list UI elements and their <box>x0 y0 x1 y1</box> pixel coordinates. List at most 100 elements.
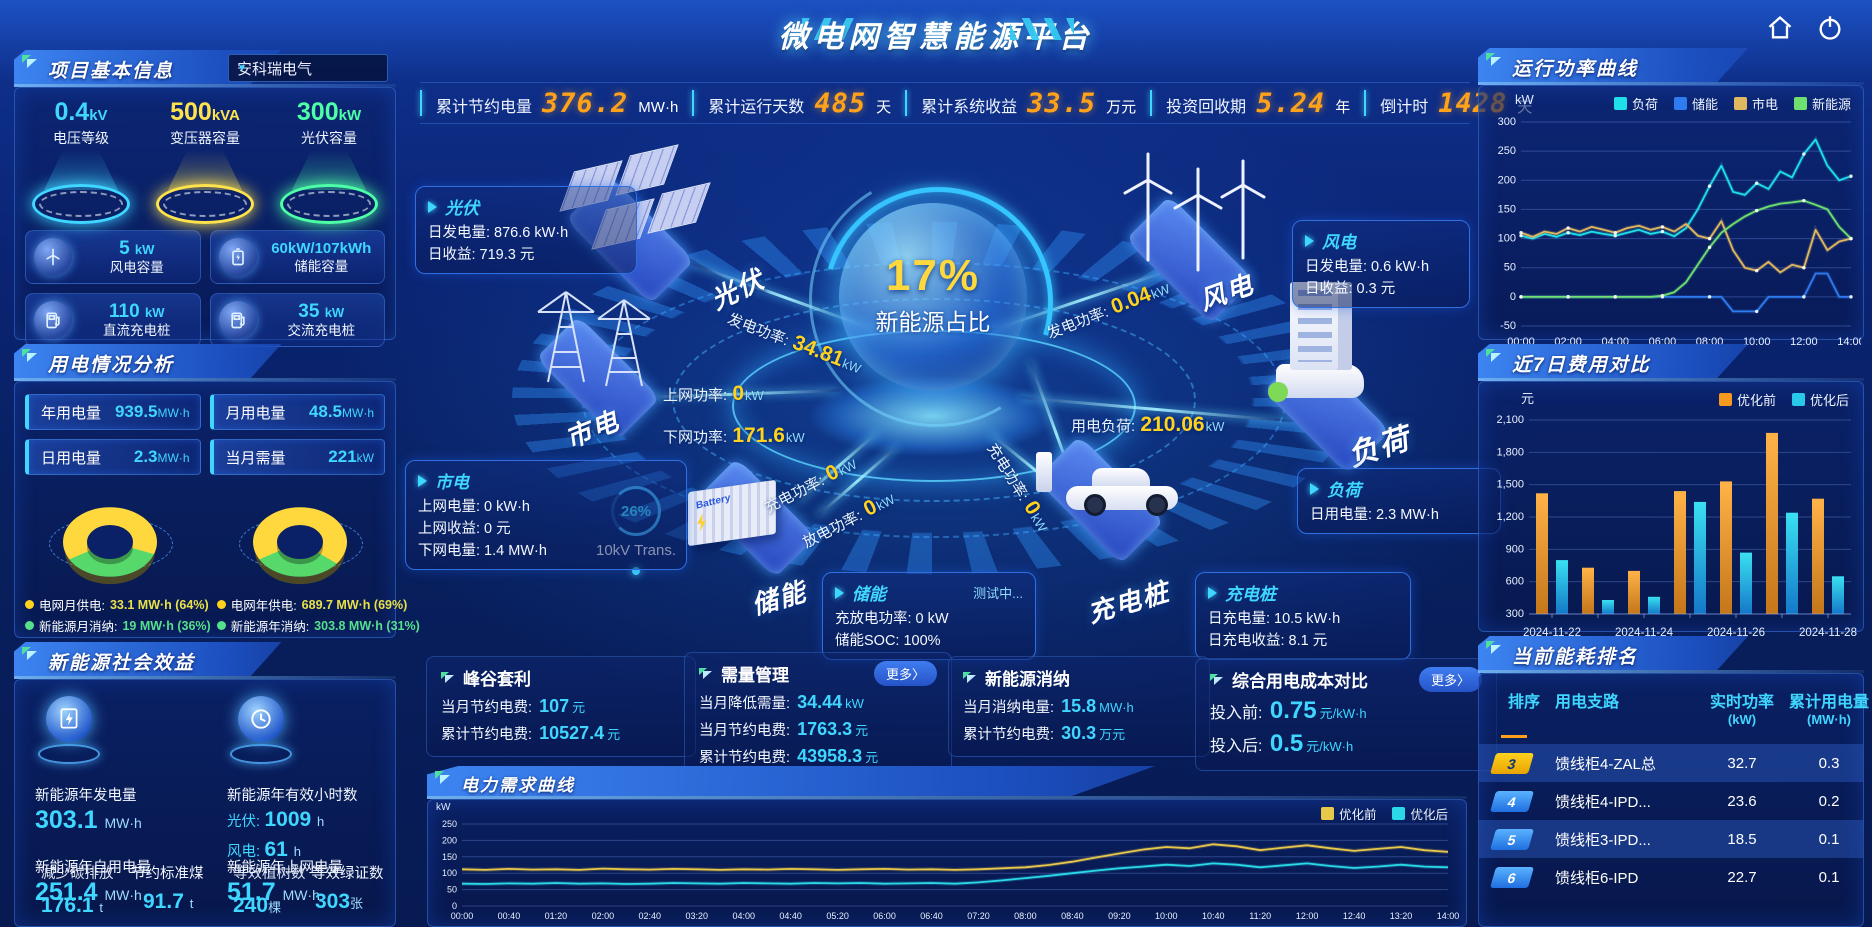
panel-corner-icon <box>435 771 453 786</box>
company-select-value: 安科瑞电气 <box>237 60 313 78</box>
kpi-separator <box>1364 90 1367 116</box>
ranking-row[interactable]: 4 馈线柜4-IPD... 23.6 0.2 <box>1479 782 1863 820</box>
kpi-separator <box>692 90 695 116</box>
ranking-indicator-dash <box>1501 735 1527 738</box>
ranking-row[interactable]: 5 馈线柜3-IPD... 18.5 0.1 <box>1479 820 1863 858</box>
ranking-row[interactable]: 6 馈线柜6-IPD 22.7 0.1 <box>1479 858 1863 896</box>
ranking-column-header: 累计用电量 (MW·h) <box>1788 694 1869 727</box>
to-grid-label: 新能源年上网电量 <box>227 860 343 876</box>
panel-corner-icon <box>22 647 40 662</box>
panel-demand-curve: 电力需求曲线 优化前 优化后 kW 250 200 150 100 50 0 00:00 00:… <box>427 766 1467 927</box>
branch-name: 馈线柜4-ZAL总 <box>1555 755 1656 773</box>
card-corner-icon <box>699 667 713 680</box>
kpi-separator <box>1150 90 1153 116</box>
card-row: 日收益: 0.3 元 <box>1305 281 1396 297</box>
storage-status: 测试中... <box>973 586 1023 601</box>
card-row: 储能SOC: 100% <box>835 633 941 649</box>
battery-container-icon: Battery <box>688 479 776 547</box>
panel-corner-icon <box>22 55 40 70</box>
bottom-stat-card: 新能源消纳 当月消纳电量: 15.8 MW·h 累计节约电费: 30.3 万元 <box>948 656 1210 757</box>
grid-info-card: 市电 上网电量: 0 kW·h 上网收益: 0 元下网电量: 1.4 MW·h <box>405 460 687 570</box>
usage-chip: 日用电量 2.3MW·h <box>25 439 201 475</box>
panel-usage-analysis: 用电情况分析 年用电量 939.5MW·h 月用电量 48.5MW·h 日用电量 2.3M… <box>14 344 420 638</box>
glow-ring <box>32 184 130 224</box>
chevron-down-icon: ▼ <box>237 62 247 74</box>
svg-text:0: 0 <box>1510 291 1516 303</box>
legend-item[interactable]: 负荷 <box>1613 94 1658 113</box>
legend-item[interactable]: 市电 <box>1733 94 1778 113</box>
carbon-label: 减少碳排放 <box>41 866 114 882</box>
demand-chart: 250 200 150 100 50 0 00:00 00:40 01:20 02:00 02:40… <box>432 818 1460 927</box>
realtime-power: 23.6 <box>1727 792 1757 810</box>
card-row: 日发电量: 876.6 kW·h <box>428 225 569 241</box>
certs-label: 等效绿证数 <box>311 866 384 882</box>
legend-item[interactable]: 新能源 <box>1793 94 1851 113</box>
certs-value: 303张 <box>315 890 364 913</box>
pv-hours: 光伏: 1009 h <box>227 808 325 831</box>
more-button[interactable]: 更多〉 <box>1418 667 1482 692</box>
svg-text:04:00: 04:00 <box>732 911 755 921</box>
legend-item[interactable]: 优化前 <box>1718 390 1776 409</box>
more-button[interactable]: 更多〉 <box>873 661 937 686</box>
svg-text:250: 250 <box>1498 145 1516 157</box>
kpi-separator <box>905 90 908 116</box>
power-chart: 300 250 200 150 100 50 0 -50 00:00 02:00 04:00 06:0… <box>1481 112 1865 353</box>
card-row: 充放电功率: 0 kW <box>835 611 949 627</box>
stat-row: 当月节约电费: 1763.3 元 <box>699 719 869 739</box>
ranking-row[interactable]: 3 馈线柜4-ZAL总 32.7 0.3 <box>1479 744 1863 782</box>
rank-badge: 4 <box>1489 790 1535 812</box>
cost-legend: 优化前 优化后 <box>1718 390 1849 409</box>
bottom-card-title: 新能源消纳 <box>985 670 1070 689</box>
donut-legend-item: 新能源年消纳: 303.8 MW·h (31%) <box>216 616 420 635</box>
cost-y-axis-unit: 元 <box>1521 391 1535 406</box>
carbon-value: 176.1 t <box>41 894 104 917</box>
power-icon[interactable] <box>1816 14 1844 47</box>
svg-text:200: 200 <box>1498 174 1516 186</box>
legend-item[interactable]: 优化后 <box>1392 804 1448 823</box>
arrow-right-icon <box>428 200 437 213</box>
panel-corner-icon <box>22 349 40 364</box>
bottom-stat-card: 需量管理 更多〉 当月降低需量: 34.44 kW 当月节约电费: 1763.3 元累计节… <box>684 652 952 780</box>
donut-legend-item: 电网月供电: 33.1 MW·h (64%) <box>25 595 211 614</box>
arrow-right-icon <box>1310 482 1319 495</box>
self-use-value: 251.4 MW·h <box>35 878 142 906</box>
legend-item[interactable]: 优化前 <box>1320 804 1376 823</box>
panel-power-curve-title: 运行功率曲线 <box>1512 59 1639 80</box>
svg-text:600: 600 <box>1506 576 1524 588</box>
panel-cost-compare: 近7日费用对比 元 优化前 优化后 2,100 1,800 1,500 1,200 900… <box>1478 344 1864 639</box>
panel-demand-title: 电力需求曲线 <box>461 776 575 795</box>
rank-badge: 6 <box>1489 866 1535 888</box>
capacity-card: 35 kW 交流充电桩 <box>209 293 385 347</box>
svg-text:1,500: 1,500 <box>1496 479 1524 491</box>
capacity-spotlight: 300kW 光伏容量 <box>270 98 388 224</box>
panel-cost-title: 近7日费用对比 <box>1512 355 1651 376</box>
ranking-table-rows: 3 馈线柜4-ZAL总 32.7 0.3 4 馈线柜4-IPD... 23.6 0… <box>1479 744 1863 896</box>
capacity-cards: 5 kW 风电容量 60kW/107kWh 储能容量 110 kW 直流充电桩 35 … <box>15 220 395 347</box>
svg-text:05:20: 05:20 <box>826 911 849 921</box>
svg-text:10:00: 10:00 <box>1155 911 1178 921</box>
total-energy: 0.1 <box>1818 868 1840 886</box>
svg-text:300: 300 <box>1498 116 1516 128</box>
legend-item[interactable]: 优化后 <box>1791 390 1849 409</box>
company-select[interactable]: 安科瑞电气 ▼ <box>228 54 388 82</box>
panel-usage-title: 用电情况分析 <box>48 355 175 376</box>
glow-ring <box>280 184 378 224</box>
hours-label: 新能源年有效小时数 <box>227 788 358 804</box>
energy-pedestal <box>37 696 101 764</box>
svg-text:02:40: 02:40 <box>639 911 662 921</box>
total-energy: 0.2 <box>1818 792 1840 810</box>
svg-text:11:20: 11:20 <box>1249 911 1271 921</box>
total-energy: 0.3 <box>1818 754 1840 772</box>
rank-badge: 3 <box>1489 752 1535 774</box>
supply-donut-chart <box>225 489 375 585</box>
cost-chart: 2,100 1,800 1,500 1,200 900 600 300 2024-11-22 2… <box>1481 408 1861 649</box>
svg-text:0: 0 <box>452 901 457 911</box>
branch-name: 馈线柜4-IPD... <box>1555 793 1651 811</box>
panel-green-benefit: 新能源社会效益 新能源年发电量 303.1 MW·h 新能源年有效小时数 光伏:… <box>14 642 396 927</box>
donut-legend-item: 新能源月消纳: 19 MW·h (36%) <box>25 616 211 635</box>
svg-text:02:00: 02:00 <box>592 911 615 921</box>
legend-item[interactable]: 储能 <box>1673 94 1718 113</box>
home-icon[interactable] <box>1766 14 1794 47</box>
svg-text:00:00: 00:00 <box>451 911 474 921</box>
